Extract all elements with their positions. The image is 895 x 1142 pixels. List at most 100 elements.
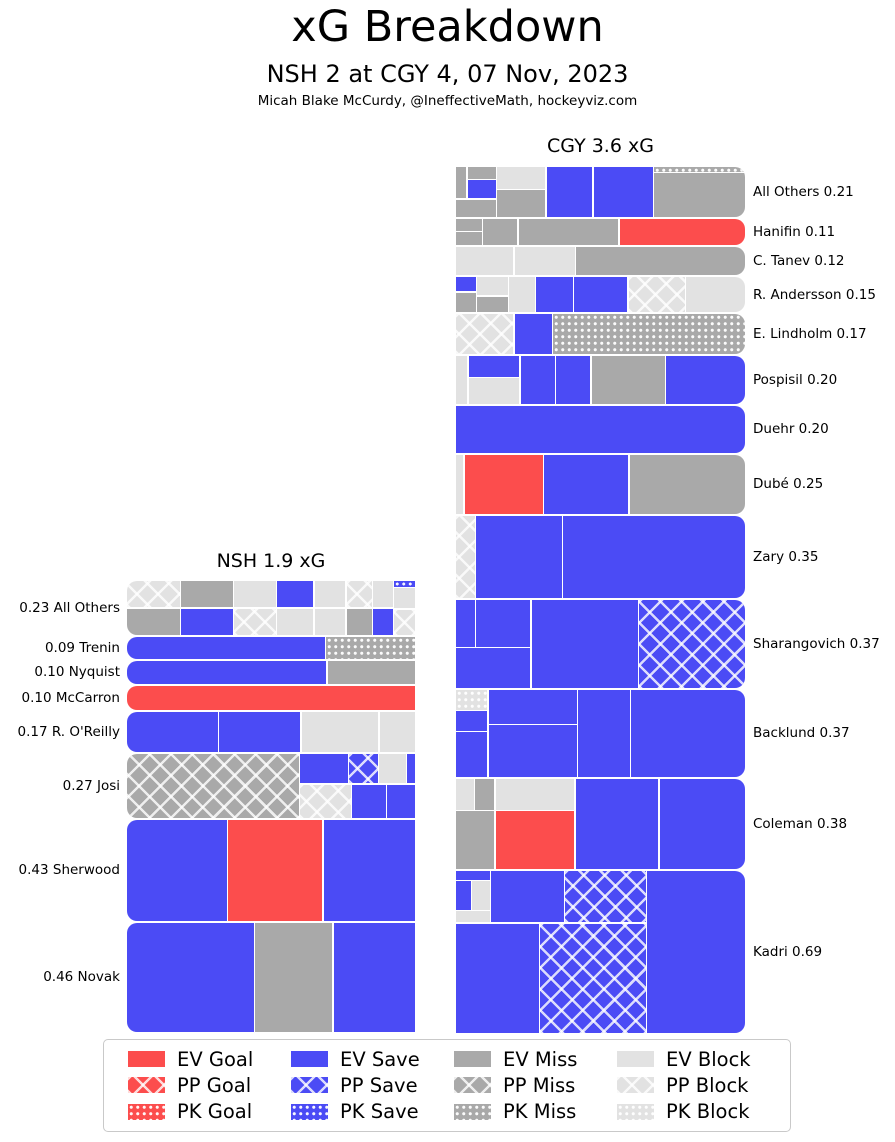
player-row-e-lindholm: E. Lindholm 0.17	[456, 314, 895, 355]
pp-block-block	[127, 581, 180, 608]
legend-item-pk-block: PK Block	[617, 1100, 780, 1123]
ev-miss-block	[497, 190, 546, 217]
ev-save-block	[467, 180, 496, 199]
block-group	[456, 167, 496, 217]
ev-save-block	[520, 356, 555, 404]
block-subrow	[456, 870, 490, 880]
ev-save-block	[407, 753, 415, 784]
player-label: Hanifin 0.11	[753, 223, 836, 240]
ev-save-block	[300, 753, 348, 784]
ev-save-block	[373, 608, 393, 636]
block-subrow	[456, 689, 488, 710]
ev-save-block	[546, 167, 593, 217]
player-row-sherwood: 0.43 Sherwood	[0, 819, 415, 921]
ev-goal-swatch	[128, 1051, 165, 1068]
ev-block-block	[456, 246, 514, 275]
block-subrow	[456, 870, 646, 923]
pp-save-block	[565, 870, 646, 923]
block-subrow	[181, 581, 233, 608]
ev-block-block	[314, 608, 346, 636]
legend-label: PP Save	[340, 1073, 418, 1097]
block-group	[181, 581, 233, 636]
block-group	[488, 689, 577, 777]
ev-save-block	[659, 778, 745, 869]
player-row-trenin: 0.09 Trenin	[0, 637, 415, 659]
ev-block-block	[472, 881, 490, 910]
block-group	[654, 167, 745, 217]
legend-label: PK Save	[340, 1100, 419, 1124]
player-label: 0.46 Novak	[43, 969, 120, 986]
block-subrow	[456, 199, 496, 217]
block-subrow	[456, 167, 496, 199]
block-group	[456, 870, 490, 923]
pk-miss-block	[654, 167, 745, 172]
block-subrow	[477, 276, 508, 296]
player-xg-bar	[456, 405, 745, 453]
player-xg-bar	[456, 870, 745, 1034]
ev-save-block	[456, 870, 490, 880]
pp-block-block	[628, 276, 685, 313]
ev-goal-block	[228, 819, 323, 921]
block-subrow	[300, 753, 415, 784]
legend-item-pp-miss: PP Miss	[454, 1074, 617, 1097]
block-subrow	[456, 218, 482, 231]
ev-block-block	[301, 711, 379, 752]
ev-block-block	[509, 276, 535, 313]
player-label: 0.17 R. O'Reilly	[17, 723, 121, 740]
player-label: 0.10 Nyquist	[34, 664, 120, 681]
block-subrow	[456, 276, 476, 292]
legend-item-ev-goal: EV Goal	[128, 1048, 291, 1071]
ev-miss-block	[576, 246, 745, 275]
block-group	[373, 581, 393, 636]
block-subrow	[467, 167, 496, 179]
block-subrow	[277, 608, 314, 636]
ev-miss-block	[181, 581, 233, 608]
block-subrow	[456, 600, 531, 647]
player-xg-bar	[456, 314, 745, 355]
pk-goal-swatch	[128, 1103, 165, 1120]
ev-save-block	[127, 922, 254, 1032]
player-row-josi: 0.27 Josi	[0, 753, 415, 818]
ev-block-block	[456, 778, 474, 810]
player-label: Kadri 0.69	[753, 943, 823, 960]
ev-miss-block	[346, 608, 372, 636]
pk-miss-block	[553, 314, 745, 355]
legend-item-pp-goal: PP Goal	[128, 1074, 291, 1097]
ev-save-block	[127, 819, 227, 921]
block-group	[456, 218, 482, 245]
ev-block-block	[456, 356, 468, 404]
legend-label: EV Block	[666, 1047, 751, 1071]
block-subrow	[346, 608, 372, 636]
ev-miss-block	[456, 199, 496, 217]
ev-block-block	[477, 276, 508, 296]
block-group	[300, 753, 415, 818]
pp-block-block	[456, 314, 514, 355]
ev-save-block	[514, 314, 552, 355]
ev-save-block	[468, 356, 520, 377]
ev-block-block	[277, 608, 314, 636]
pp-miss-swatch	[454, 1077, 491, 1094]
ev-miss-block	[456, 292, 476, 313]
ev-save-block	[563, 515, 745, 599]
block-group	[314, 581, 346, 636]
block-subrow	[456, 923, 646, 1034]
ev-save-block	[456, 881, 471, 910]
player-xg-bar	[456, 218, 745, 245]
player-xg-bar	[456, 246, 745, 275]
legend-label: PP Miss	[503, 1073, 576, 1097]
block-subrow	[277, 581, 314, 608]
ev-save-block	[544, 454, 629, 514]
ev-save-block	[333, 922, 415, 1032]
ev-save-block	[277, 581, 314, 608]
block-subrow	[456, 711, 488, 731]
ev-miss-block	[456, 811, 495, 869]
player-row-r-andersson: R. Andersson 0.15	[456, 276, 895, 313]
ev-goal-block	[495, 811, 575, 869]
block-subrow	[495, 811, 575, 869]
player-xg-bar	[456, 515, 745, 599]
ev-miss-block	[456, 167, 467, 199]
block-subrow	[234, 581, 276, 608]
block-subrow	[314, 581, 346, 608]
block-subrow	[456, 732, 488, 777]
block-subrow	[300, 784, 415, 818]
